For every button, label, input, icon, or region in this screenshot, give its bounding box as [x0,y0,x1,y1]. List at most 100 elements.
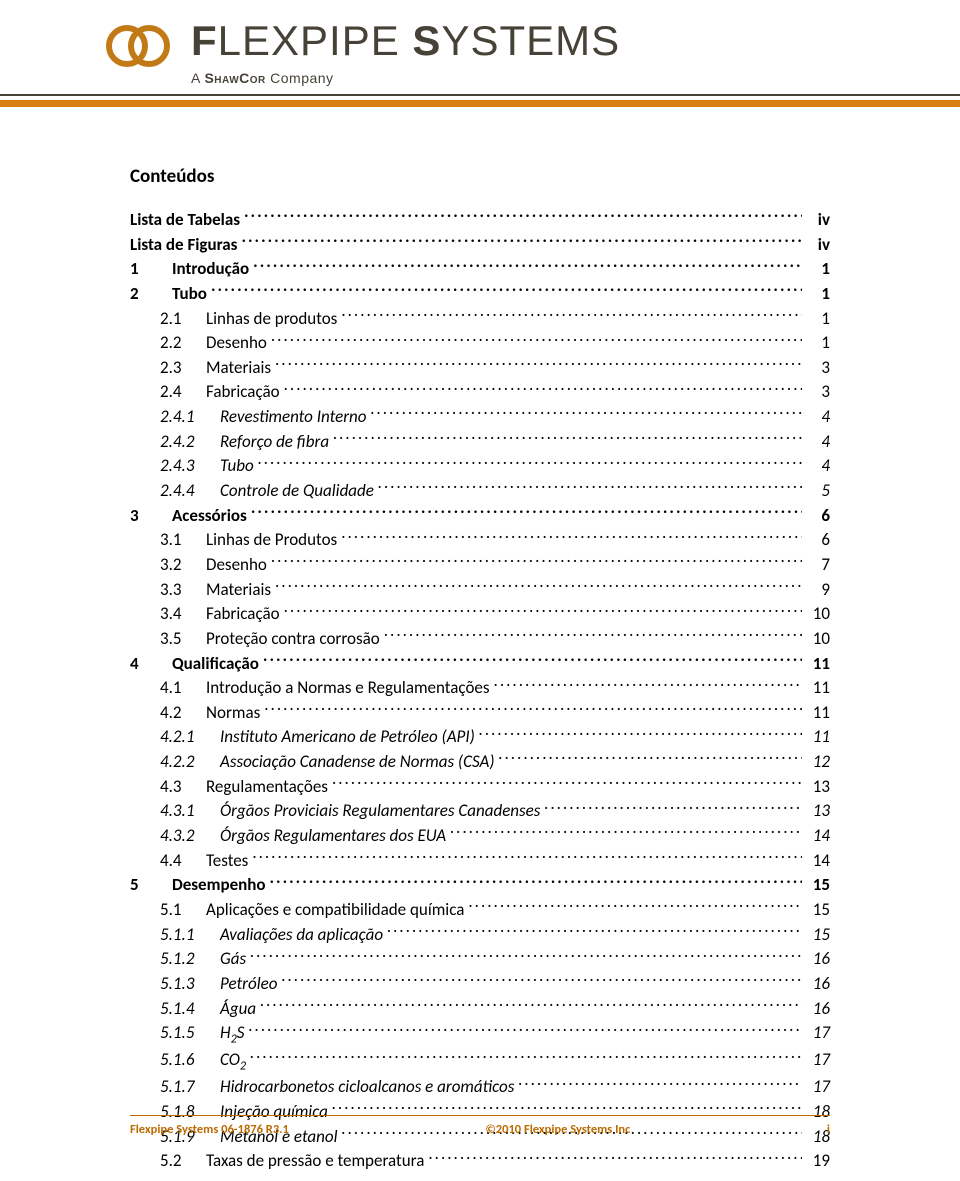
toc-leader [341,528,802,545]
toc-entry: 1Introdução 1 [130,257,830,282]
toc-entry-label: Reforço de fibra [220,430,329,455]
toc-entry-label: Linhas de Produtos [206,528,337,553]
toc-entry-page: 9 [806,578,830,603]
toc-entry-number: 3.1 [160,528,198,553]
toc-entry-page: 10 [806,627,830,652]
toc-entry-label: Gás [220,947,246,972]
toc-entry-label: Avaliações da aplicação [220,923,383,948]
toc-entry-number: 4.1 [160,676,198,701]
toc-entry-page: 4 [806,454,830,479]
toc-leader [271,553,802,570]
toc-entry: 2.2Desenho 1 [130,331,830,356]
toc-entry-label: Testes [206,849,248,874]
toc-entry: 3.2Desenho 7 [130,553,830,578]
toc-entry-label: Materiais [206,578,271,603]
toc-leader [270,873,802,890]
toc-title: Conteúdos [130,165,830,188]
brand-text: FLEXPIPE SYSTEMS A ShawCor Company [191,20,620,86]
toc-entry-number: 3.4 [160,602,198,627]
toc-entry-page: 1 [806,257,830,282]
toc-entry-number: 2.2 [160,331,198,356]
toc-entry-label: Desempenho [172,873,266,898]
footer-rule [130,1115,830,1116]
toc-leader [251,504,802,521]
toc-leader [384,627,802,644]
toc-entry-page: 19 [806,1149,830,1174]
toc-entry-label: Proteção contra corrosão [206,627,380,652]
toc-leader [428,1149,802,1166]
toc-entry-label: Regulamentações [206,775,328,800]
toc-leader [250,947,802,964]
toc-entry: 5.1.6CO2 17 [130,1048,830,1075]
toc-leader [468,898,802,915]
toc-entry: 4.4Testes 14 [130,849,830,874]
toc-entry-label: Revestimento Interno [220,405,367,430]
toc-leader [284,602,802,619]
toc-entry-number: 2.3 [160,356,198,381]
toc-entry: 4.1Introdução a Normas e Regulamentações… [130,676,830,701]
toc-entry: 4.3.1Órgãos Proviciais Regulamentares Ca… [130,799,830,824]
toc-entry-page: 17 [806,1075,830,1100]
toc-entry: 4Qualificação 11 [130,652,830,677]
toc-entry-number: 2.4.4 [160,479,210,504]
toc-leader [264,701,802,718]
toc-entry-label: Aplicações e compatibilidade química [206,898,464,923]
toc-entry-page: 17 [806,1048,830,1073]
toc-entry-page: 11 [806,725,830,750]
toc-entry: 4.2.1Instituto Americano de Petróleo (AP… [130,725,830,750]
toc-leader [479,725,802,742]
toc-leader [371,405,802,422]
page: FLEXPIPE SYSTEMS A ShawCor Company Conte… [0,0,960,1181]
toc-entry-label: Introdução [172,257,249,282]
toc-entry-label: Lista de Figuras [130,233,237,258]
toc-entry-page: 1 [806,307,830,332]
toc-entry-page: 16 [806,947,830,972]
toc-entry: 5.1.3Petróleo 16 [130,972,830,997]
content-area: Conteúdos Lista de Tabelas iv Lista de Fi… [130,165,830,1174]
toc-entry-label: Fabricação [206,602,280,627]
toc-entry-label: Água [220,997,256,1022]
toc-entry-label: Fabricação [206,380,280,405]
toc-entry-label: Materiais [206,356,271,381]
toc-entry: 5.2Taxas de pressão e temperatura 19 [130,1149,830,1174]
toc-entry: 5 Desempenho 15 [130,873,830,898]
toc-leader [211,282,802,299]
toc-entry-label: Hidrocarbonetos cicloalcanos e aromático… [220,1075,514,1100]
toc-entry-page: 1 [806,282,830,307]
toc-entry-page: 13 [806,799,830,824]
table-of-contents: Lista de Tabelas ivLista de Figuras iv1I… [130,208,830,1174]
brand-logo-icon [105,24,173,68]
toc-leader [333,430,802,447]
toc-entry-number: 3.2 [160,553,198,578]
toc-entry-number: 5 [130,873,150,898]
toc-leader [250,1048,802,1065]
toc-entry: 2.1Linhas de produtos 1 [130,307,830,332]
toc-entry: 2.4.2Reforço de fibra 4 [130,430,830,455]
toc-leader [499,750,802,767]
toc-entry-page: 3 [806,380,830,405]
toc-entry-number: 3 [130,504,150,529]
subscript: 2 [231,1032,237,1047]
toc-entry-page: iv [806,208,830,233]
toc-entry-page: 4 [806,430,830,455]
toc-entry-page: 11 [806,652,830,677]
toc-entry-page: iv [806,233,830,258]
toc-entry-label: Lista de Tabelas [130,208,240,233]
toc-leader [253,257,802,274]
toc-entry-page: 13 [806,775,830,800]
toc-entry-page: 6 [806,528,830,553]
toc-entry: 4.3.2Órgãos Regulamentares dos EUA 14 [130,824,830,849]
toc-entry-page: 7 [806,553,830,578]
brand-name-part: YSTEMS [441,17,620,64]
toc-entry-label: Taxas de pressão e temperatura [206,1149,424,1174]
toc-entry-page: 11 [806,676,830,701]
toc-leader [332,775,802,792]
toc-leader [244,208,802,225]
toc-entry: 3.4Fabricação 10 [130,602,830,627]
toc-entry-page: 15 [806,873,830,898]
toc-entry: 3.1 Linhas de Produtos 6 [130,528,830,553]
toc-leader [450,824,802,841]
toc-entry-page: 17 [806,1021,830,1046]
toc-entry-label: Petróleo [220,972,277,997]
toc-entry-page: 14 [806,849,830,874]
